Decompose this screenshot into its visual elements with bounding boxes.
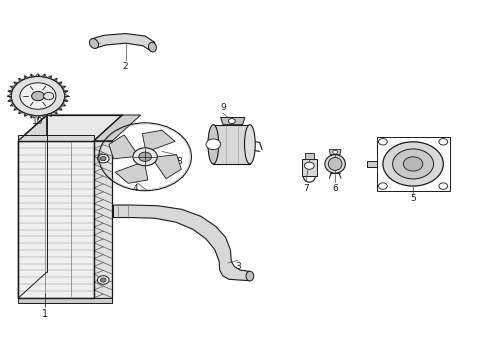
Polygon shape (220, 117, 245, 125)
Text: 7: 7 (303, 184, 309, 193)
Polygon shape (19, 298, 113, 303)
Circle shape (228, 118, 235, 123)
Polygon shape (7, 94, 11, 98)
Circle shape (98, 276, 109, 284)
Circle shape (333, 150, 338, 154)
Ellipse shape (148, 42, 156, 52)
Polygon shape (52, 78, 57, 82)
Text: 2: 2 (123, 62, 128, 71)
Polygon shape (14, 82, 19, 85)
Polygon shape (41, 115, 47, 118)
Circle shape (44, 92, 54, 100)
Circle shape (439, 139, 448, 145)
Polygon shape (153, 155, 181, 179)
Polygon shape (47, 76, 52, 79)
Text: 10: 10 (32, 117, 44, 126)
Ellipse shape (89, 39, 98, 49)
Ellipse shape (246, 271, 254, 281)
Polygon shape (14, 107, 19, 110)
Circle shape (378, 183, 387, 189)
Circle shape (20, 83, 56, 109)
Circle shape (392, 149, 434, 179)
Polygon shape (8, 99, 13, 102)
Polygon shape (367, 161, 376, 167)
Text: 4: 4 (133, 184, 138, 193)
Circle shape (100, 157, 106, 161)
Polygon shape (61, 103, 66, 106)
Text: 9: 9 (220, 103, 226, 112)
Polygon shape (57, 82, 62, 85)
Polygon shape (29, 115, 35, 118)
Circle shape (206, 139, 220, 150)
Polygon shape (143, 130, 175, 150)
Circle shape (139, 152, 151, 161)
Circle shape (100, 278, 106, 282)
Polygon shape (8, 90, 13, 94)
Ellipse shape (328, 157, 342, 170)
Circle shape (378, 139, 387, 145)
Polygon shape (19, 110, 24, 114)
Polygon shape (57, 107, 62, 110)
Polygon shape (63, 90, 68, 94)
Ellipse shape (325, 155, 345, 173)
Polygon shape (92, 33, 155, 51)
Ellipse shape (208, 125, 219, 164)
Circle shape (133, 148, 157, 166)
Ellipse shape (245, 125, 255, 164)
Polygon shape (19, 141, 94, 298)
Text: 5: 5 (410, 194, 416, 203)
Polygon shape (305, 153, 314, 158)
Circle shape (98, 154, 109, 163)
Polygon shape (114, 205, 250, 281)
Circle shape (439, 183, 448, 189)
Text: 3: 3 (235, 262, 241, 271)
Text: 8: 8 (176, 157, 182, 166)
Polygon shape (213, 125, 250, 164)
Text: 6: 6 (332, 184, 338, 193)
Text: 1: 1 (42, 309, 49, 319)
Polygon shape (24, 76, 29, 79)
Polygon shape (29, 74, 35, 77)
Polygon shape (65, 94, 69, 98)
Polygon shape (35, 116, 41, 118)
Circle shape (31, 91, 44, 101)
Polygon shape (19, 115, 122, 141)
Polygon shape (109, 135, 137, 159)
Circle shape (304, 162, 314, 169)
Polygon shape (19, 78, 24, 82)
Polygon shape (10, 103, 15, 106)
Polygon shape (94, 115, 141, 141)
Polygon shape (302, 158, 317, 176)
Polygon shape (19, 135, 94, 141)
Circle shape (11, 76, 65, 116)
Polygon shape (52, 110, 57, 114)
Polygon shape (10, 86, 15, 89)
Circle shape (403, 157, 423, 171)
Circle shape (383, 142, 443, 186)
Polygon shape (41, 74, 47, 77)
Polygon shape (94, 141, 113, 298)
Polygon shape (47, 113, 52, 116)
Polygon shape (115, 163, 148, 183)
Polygon shape (329, 150, 341, 155)
Polygon shape (19, 115, 47, 298)
Polygon shape (24, 113, 29, 116)
Polygon shape (63, 99, 68, 102)
Polygon shape (35, 73, 41, 77)
Polygon shape (61, 86, 66, 89)
